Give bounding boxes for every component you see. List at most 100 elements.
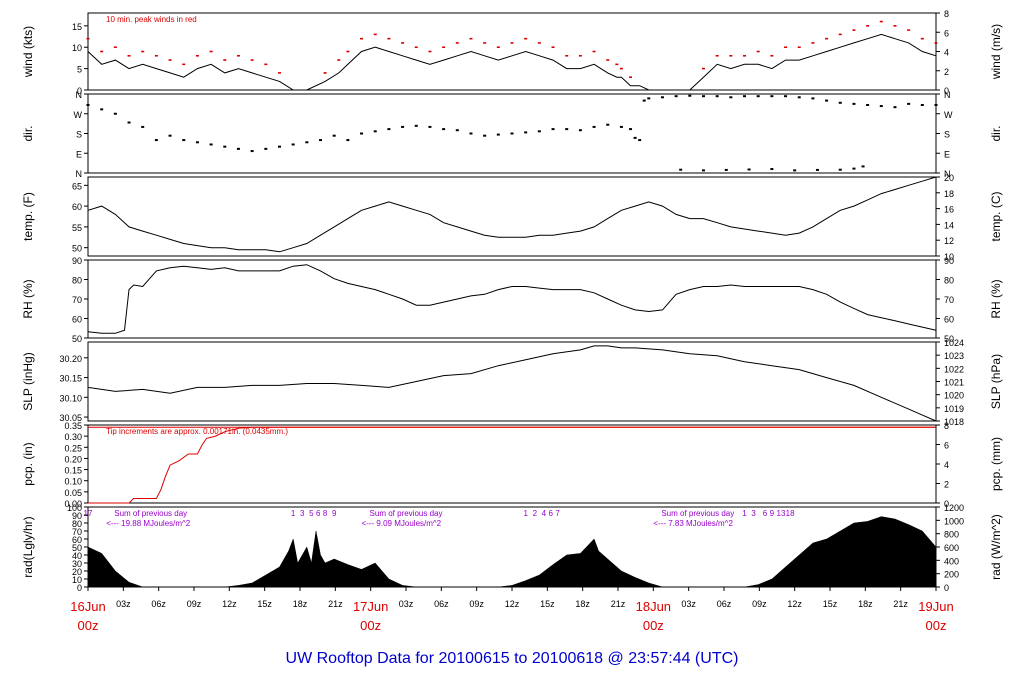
y-tick-label-right: 60 — [944, 315, 954, 325]
direction-point — [770, 95, 774, 98]
direction-point — [442, 128, 446, 131]
panel-0: 0 5 10 15 0 2 4 6 8 wind (kts) wind (m/s) 10 min. p… — [21, 9, 1003, 96]
hour-mark: 2 — [533, 509, 538, 518]
direction-point — [743, 95, 747, 98]
series-line — [88, 426, 936, 504]
peak-wind-mark — [277, 72, 281, 74]
y-tick-label-right: W — [944, 110, 953, 120]
direction-point — [934, 103, 938, 106]
y-axis-label-right: wind (m/s) — [989, 24, 1003, 80]
y-axis-label-left: SLP (inHg) — [21, 352, 35, 410]
direction-point — [565, 128, 569, 131]
panel-2: 50 55 60 65 10 12 14 16 18 20 temp. (F) temp. (C) — [21, 173, 1003, 262]
peak-wind-mark — [373, 33, 377, 36]
direction-point — [715, 95, 719, 98]
direction-point — [537, 130, 541, 133]
x-tick-label: 15z — [257, 599, 272, 609]
peak-wind-mark — [209, 50, 213, 53]
direction-point — [496, 133, 500, 136]
panel-6: 0102030405060708090100020040060080010001… — [21, 503, 1003, 593]
panel-5: 0.000.050.100.15 0.200.250.300.35 0 2 4 6 8 pcp… — [21, 421, 1003, 509]
direction-point — [291, 143, 295, 146]
y-tick-label-right: 1023 — [944, 351, 964, 361]
y-tick-label-right: 10 — [944, 252, 954, 262]
y-tick-label-left: 0.10 — [64, 477, 82, 487]
x-tick-label: 15z — [823, 599, 838, 609]
peak-wind-mark — [127, 54, 131, 57]
direction-point — [524, 131, 528, 134]
direction-point — [647, 97, 651, 100]
y-tick-label-right: 0 — [944, 583, 949, 593]
direction-point — [797, 96, 801, 99]
direction-point — [638, 139, 642, 142]
peak-wind-mark — [838, 33, 842, 36]
y-tick-label-left: 50 — [72, 334, 82, 344]
y-tick-label-right: 1200 — [944, 503, 964, 513]
hour-mark: 1 — [742, 509, 747, 518]
y-axis-label-right: rad (W/m^2) — [989, 514, 1003, 580]
direction-point — [861, 165, 865, 168]
y-tick-label-right: 0 — [944, 499, 949, 509]
hour-mark: 3 — [300, 509, 305, 518]
x-tick-label: 12z — [505, 599, 520, 609]
y-tick-label-right: 50 — [944, 334, 954, 344]
hour-mark: 1 — [291, 509, 296, 518]
direction-point — [679, 168, 683, 171]
direction-point — [879, 105, 883, 108]
y-tick-label-left: 90 — [72, 256, 82, 266]
y-tick-label-left: 30.10 — [59, 393, 82, 403]
direction-point — [852, 167, 856, 170]
direction-point — [838, 168, 842, 171]
direction-point — [756, 95, 760, 98]
y-axis-label-left: pcp. (in) — [21, 442, 35, 485]
direction-point — [784, 95, 788, 98]
y-tick-label-left: 30.15 — [59, 374, 82, 384]
direction-point — [747, 168, 751, 171]
y-tick-label-right: 4 — [944, 48, 949, 58]
x-tick-label: 18z — [575, 599, 590, 609]
peak-wind-mark — [715, 54, 719, 57]
x-tick-label: 03z — [681, 599, 696, 609]
direction-point — [86, 103, 90, 106]
direction-point — [825, 99, 829, 102]
series-line — [87, 33, 937, 91]
panel-frame — [87, 341, 937, 422]
direction-point — [264, 147, 268, 150]
day-label: 18Jun — [636, 599, 671, 614]
hour-mark: 7 — [555, 509, 560, 518]
y-tick-label-right: 6 — [944, 441, 949, 451]
peak-wind-mark — [496, 46, 500, 49]
x-tick-label: 21z — [611, 599, 626, 609]
y-tick-label-left: 0.25 — [64, 443, 82, 453]
direction-point — [510, 132, 514, 135]
y-tick-label-left: 60 — [72, 202, 82, 212]
y-tick-label-right: N — [944, 169, 951, 179]
y-tick-label-right: 18 — [944, 189, 954, 199]
y-tick-label-left: 10 — [72, 43, 82, 53]
y-tick-label-left: 55 — [72, 223, 82, 233]
y-tick-label-left: 0.00 — [64, 499, 82, 509]
day-note-title: Sum of previous day — [370, 509, 443, 518]
y-tick-label-right: 1020 — [944, 391, 964, 401]
peak-wind-mark — [893, 25, 897, 27]
direction-point — [387, 128, 391, 131]
y-tick-label-right: 800 — [944, 530, 959, 540]
y-tick-label-left: 50 — [72, 543, 82, 553]
peak-wind-mark — [100, 50, 104, 53]
x-tick-label: 12z — [787, 599, 802, 609]
peak-wind-mark — [592, 50, 596, 53]
panel-frame — [87, 176, 937, 257]
y-axis-label-left: dir. — [21, 125, 35, 141]
day-label: 16Jun — [70, 599, 105, 614]
y-tick-label-right: 6 — [944, 28, 949, 38]
x-tick-label: 06z — [434, 599, 449, 609]
hour-mark: 18 — [786, 509, 795, 518]
direction-point — [277, 145, 281, 148]
direction-point — [195, 141, 199, 144]
peak-wind-mark — [401, 42, 405, 44]
peak-wind-mark — [551, 46, 555, 49]
footer-title: UW Rooftop Data for 20100615 to 20100618… — [285, 650, 739, 667]
y-tick-label-right: 12 — [944, 236, 954, 246]
peak-wind-mark — [86, 37, 90, 40]
peak-wind-mark — [323, 72, 327, 74]
